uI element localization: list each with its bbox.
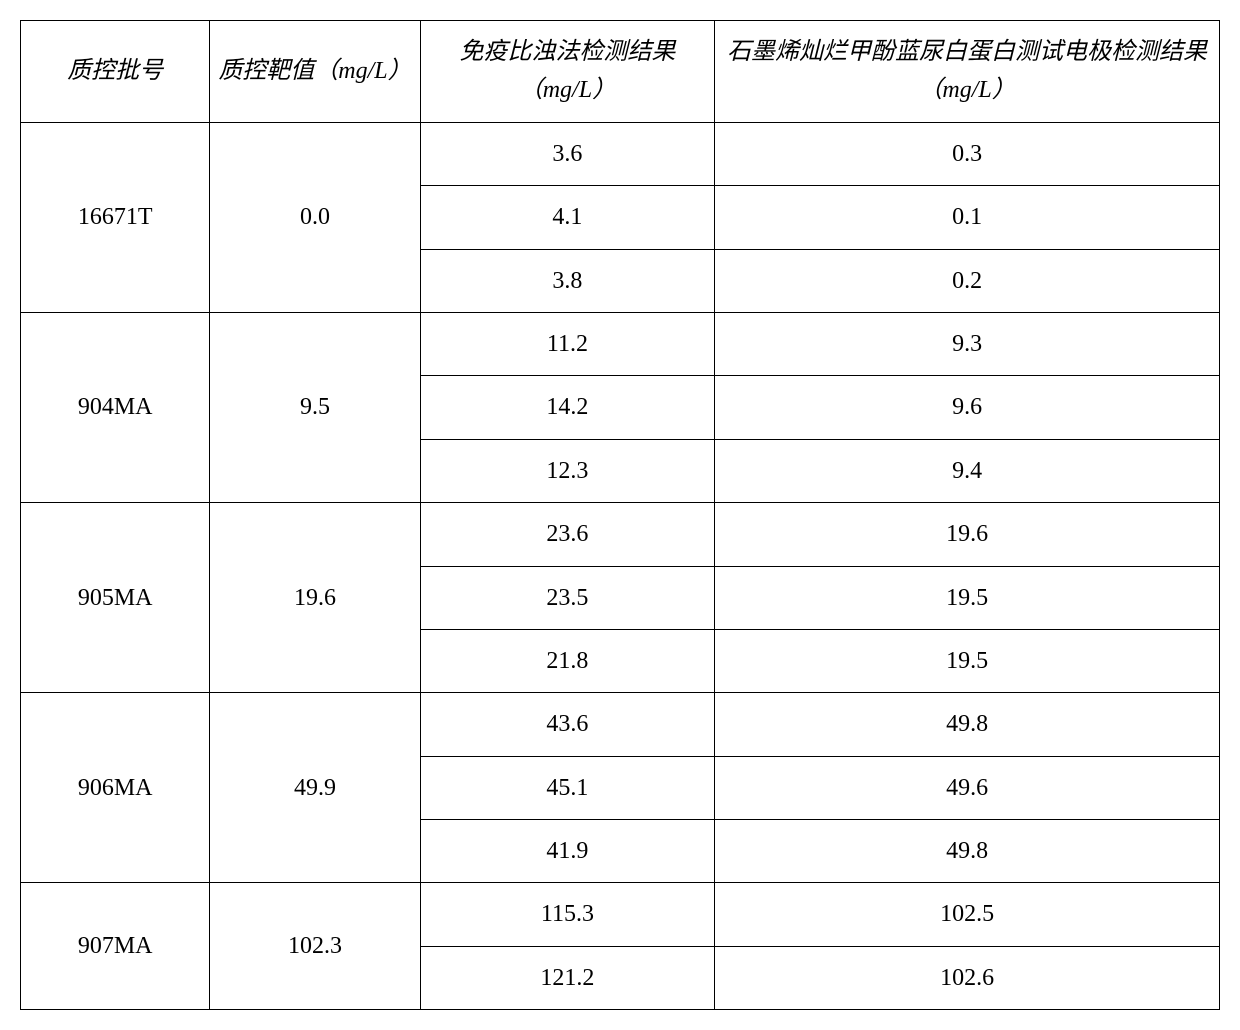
immuno-cell: 3.6 xyxy=(420,122,714,185)
header-row: 质控批号 质控靶值（mg/L） 免疫比浊法检测结果（mg/L） 石墨烯灿烂甲酚蓝… xyxy=(21,21,1220,123)
target-cell: 0.0 xyxy=(210,122,420,312)
graphene-cell: 9.6 xyxy=(715,376,1220,439)
header-target: 质控靶值（mg/L） xyxy=(210,21,420,123)
table-row: 904MA9.511.29.3 xyxy=(21,312,1220,375)
immuno-cell: 14.2 xyxy=(420,376,714,439)
graphene-cell: 49.8 xyxy=(715,693,1220,756)
graphene-cell: 0.1 xyxy=(715,186,1220,249)
immuno-cell: 23.6 xyxy=(420,503,714,566)
graphene-cell: 9.3 xyxy=(715,312,1220,375)
graphene-cell: 0.2 xyxy=(715,249,1220,312)
graphene-cell: 19.6 xyxy=(715,503,1220,566)
immuno-cell: 11.2 xyxy=(420,312,714,375)
header-graphene: 石墨烯灿烂甲酚蓝尿白蛋白测试电极检测结果（mg/L） xyxy=(715,21,1220,123)
batch-cell: 905MA xyxy=(21,503,210,693)
graphene-cell: 49.6 xyxy=(715,756,1220,819)
immuno-cell: 121.2 xyxy=(420,946,714,1009)
table-row: 907MA102.3115.3102.5 xyxy=(21,883,1220,946)
header-batch: 质控批号 xyxy=(21,21,210,123)
header-immuno: 免疫比浊法检测结果（mg/L） xyxy=(420,21,714,123)
immuno-cell: 41.9 xyxy=(420,820,714,883)
immuno-cell: 3.8 xyxy=(420,249,714,312)
target-cell: 19.6 xyxy=(210,503,420,693)
table-body: 16671T0.03.60.34.10.13.80.2904MA9.511.29… xyxy=(21,122,1220,1009)
graphene-cell: 102.6 xyxy=(715,946,1220,1009)
immuno-cell: 43.6 xyxy=(420,693,714,756)
graphene-cell: 19.5 xyxy=(715,629,1220,692)
table-row: 905MA19.623.619.6 xyxy=(21,503,1220,566)
immuno-cell: 21.8 xyxy=(420,629,714,692)
table-row: 16671T0.03.60.3 xyxy=(21,122,1220,185)
table-row: 906MA49.943.649.8 xyxy=(21,693,1220,756)
batch-cell: 907MA xyxy=(21,883,210,1010)
table-header: 质控批号 质控靶值（mg/L） 免疫比浊法检测结果（mg/L） 石墨烯灿烂甲酚蓝… xyxy=(21,21,1220,123)
immuno-cell: 115.3 xyxy=(420,883,714,946)
target-cell: 102.3 xyxy=(210,883,420,1010)
graphene-cell: 9.4 xyxy=(715,439,1220,502)
batch-cell: 16671T xyxy=(21,122,210,312)
graphene-cell: 49.8 xyxy=(715,820,1220,883)
immuno-cell: 4.1 xyxy=(420,186,714,249)
immuno-cell: 45.1 xyxy=(420,756,714,819)
target-cell: 9.5 xyxy=(210,312,420,502)
target-cell: 49.9 xyxy=(210,693,420,883)
quality-control-table: 质控批号 质控靶值（mg/L） 免疫比浊法检测结果（mg/L） 石墨烯灿烂甲酚蓝… xyxy=(20,20,1220,1010)
batch-cell: 906MA xyxy=(21,693,210,883)
graphene-cell: 19.5 xyxy=(715,566,1220,629)
immuno-cell: 12.3 xyxy=(420,439,714,502)
graphene-cell: 0.3 xyxy=(715,122,1220,185)
batch-cell: 904MA xyxy=(21,312,210,502)
graphene-cell: 102.5 xyxy=(715,883,1220,946)
immuno-cell: 23.5 xyxy=(420,566,714,629)
